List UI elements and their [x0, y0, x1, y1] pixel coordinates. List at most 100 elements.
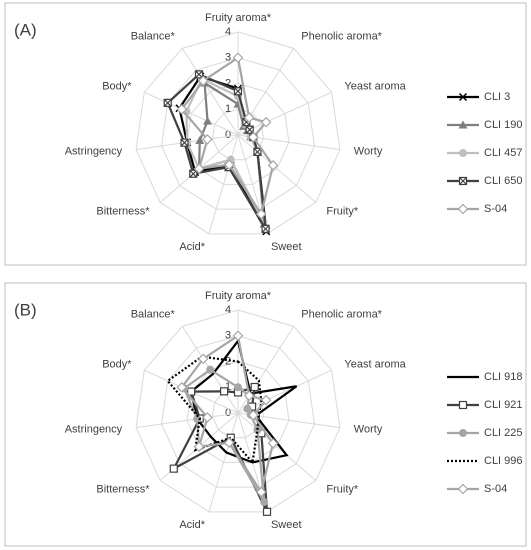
panel-frame	[4, 282, 527, 547]
category-label: Sweet	[271, 241, 302, 253]
marker	[232, 330, 244, 342]
marker	[203, 116, 213, 125]
legend-label: S-04	[484, 203, 507, 215]
legend-label: CLI 650	[484, 175, 523, 187]
marker	[247, 131, 259, 143]
marker	[187, 387, 196, 396]
marker	[458, 120, 468, 129]
category-label: Bitterness*	[96, 484, 150, 496]
grid-ring	[211, 386, 265, 439]
marker	[458, 176, 468, 186]
legend-label: CLI 457	[484, 147, 523, 159]
marker	[459, 149, 467, 157]
r-tick-label: 0	[225, 407, 231, 419]
r-tick-label: 3	[225, 52, 231, 64]
marker	[247, 409, 259, 421]
category-label: Worty	[354, 424, 383, 436]
marker	[457, 483, 469, 495]
category-label: Fruity*	[326, 484, 359, 496]
r-tick-label: 0	[225, 129, 231, 141]
marker	[232, 52, 244, 64]
marker	[202, 134, 213, 145]
spoke	[208, 134, 239, 234]
marker	[219, 387, 229, 396]
spoke	[208, 412, 239, 512]
spoke	[237, 412, 317, 481]
marker	[255, 486, 267, 498]
r-tick-label: 2	[225, 355, 231, 367]
marker	[189, 169, 198, 178]
marker	[255, 208, 267, 220]
marker	[176, 103, 188, 115]
category-label: Fruity aroma*	[205, 290, 272, 302]
marker	[243, 112, 255, 124]
marker	[250, 382, 259, 392]
series-line	[166, 73, 267, 230]
legend-label: CLI 918	[484, 371, 523, 383]
marker	[194, 70, 204, 79]
marker	[243, 404, 252, 413]
marker	[457, 203, 469, 215]
marker	[262, 507, 272, 516]
marker	[260, 394, 272, 406]
legend-label: CLI 996	[484, 455, 523, 467]
marker	[197, 75, 209, 87]
category-label: Yeast aroma	[344, 358, 406, 370]
grid-ring	[161, 335, 315, 488]
marker	[223, 159, 235, 170]
category-label: Body*	[102, 358, 132, 370]
marker	[223, 437, 235, 448]
marker	[233, 87, 243, 96]
legend-label: CLI 921	[484, 399, 523, 411]
category-label: Phenolic aroma*	[301, 308, 382, 320]
category-label: Balance*	[131, 30, 176, 42]
r-tick-label: 4	[225, 304, 231, 316]
legend-label: CLI 190	[484, 119, 523, 131]
grid-ring	[211, 108, 265, 161]
series-line	[166, 355, 263, 465]
marker	[458, 92, 468, 102]
marker	[234, 383, 242, 392]
category-label: Phenolic aroma*	[301, 30, 382, 42]
marker	[458, 400, 468, 410]
marker	[267, 160, 279, 171]
spoke	[144, 91, 239, 136]
category-label: Yeast aroma	[344, 80, 406, 92]
category-label: Bitterness*	[96, 206, 150, 218]
marker	[243, 390, 255, 402]
panel-title: (B)	[14, 300, 37, 319]
grid-ring	[135, 31, 341, 235]
marker	[163, 98, 172, 108]
r-tick-label: 1	[225, 381, 231, 393]
spoke	[135, 412, 239, 429]
spoke	[237, 134, 317, 203]
marker	[195, 135, 205, 144]
panel-title: (A)	[14, 20, 37, 39]
marker	[206, 365, 215, 374]
marker	[197, 353, 209, 365]
category-label: Astringency	[65, 146, 123, 158]
marker	[169, 464, 178, 473]
category-label: Fruity aroma*	[205, 12, 272, 24]
marker	[267, 438, 279, 449]
panel-frame	[4, 2, 527, 266]
marker	[260, 116, 272, 128]
category-label: Worty	[354, 146, 383, 158]
category-label: Balance*	[131, 308, 176, 320]
marker	[261, 224, 270, 233]
legend-label: S-04	[484, 483, 507, 495]
category-label: Astringency	[65, 424, 123, 436]
marker	[193, 441, 205, 453]
marker	[176, 381, 188, 393]
marker	[260, 497, 269, 506]
marker	[193, 163, 205, 175]
category-label: Body*	[102, 80, 132, 92]
r-tick-label: 2	[225, 77, 231, 89]
marker	[459, 429, 467, 437]
marker	[253, 147, 262, 156]
legend-label: CLI 3	[484, 91, 510, 103]
marker	[180, 138, 189, 147]
r-tick-label: 1	[225, 103, 231, 115]
